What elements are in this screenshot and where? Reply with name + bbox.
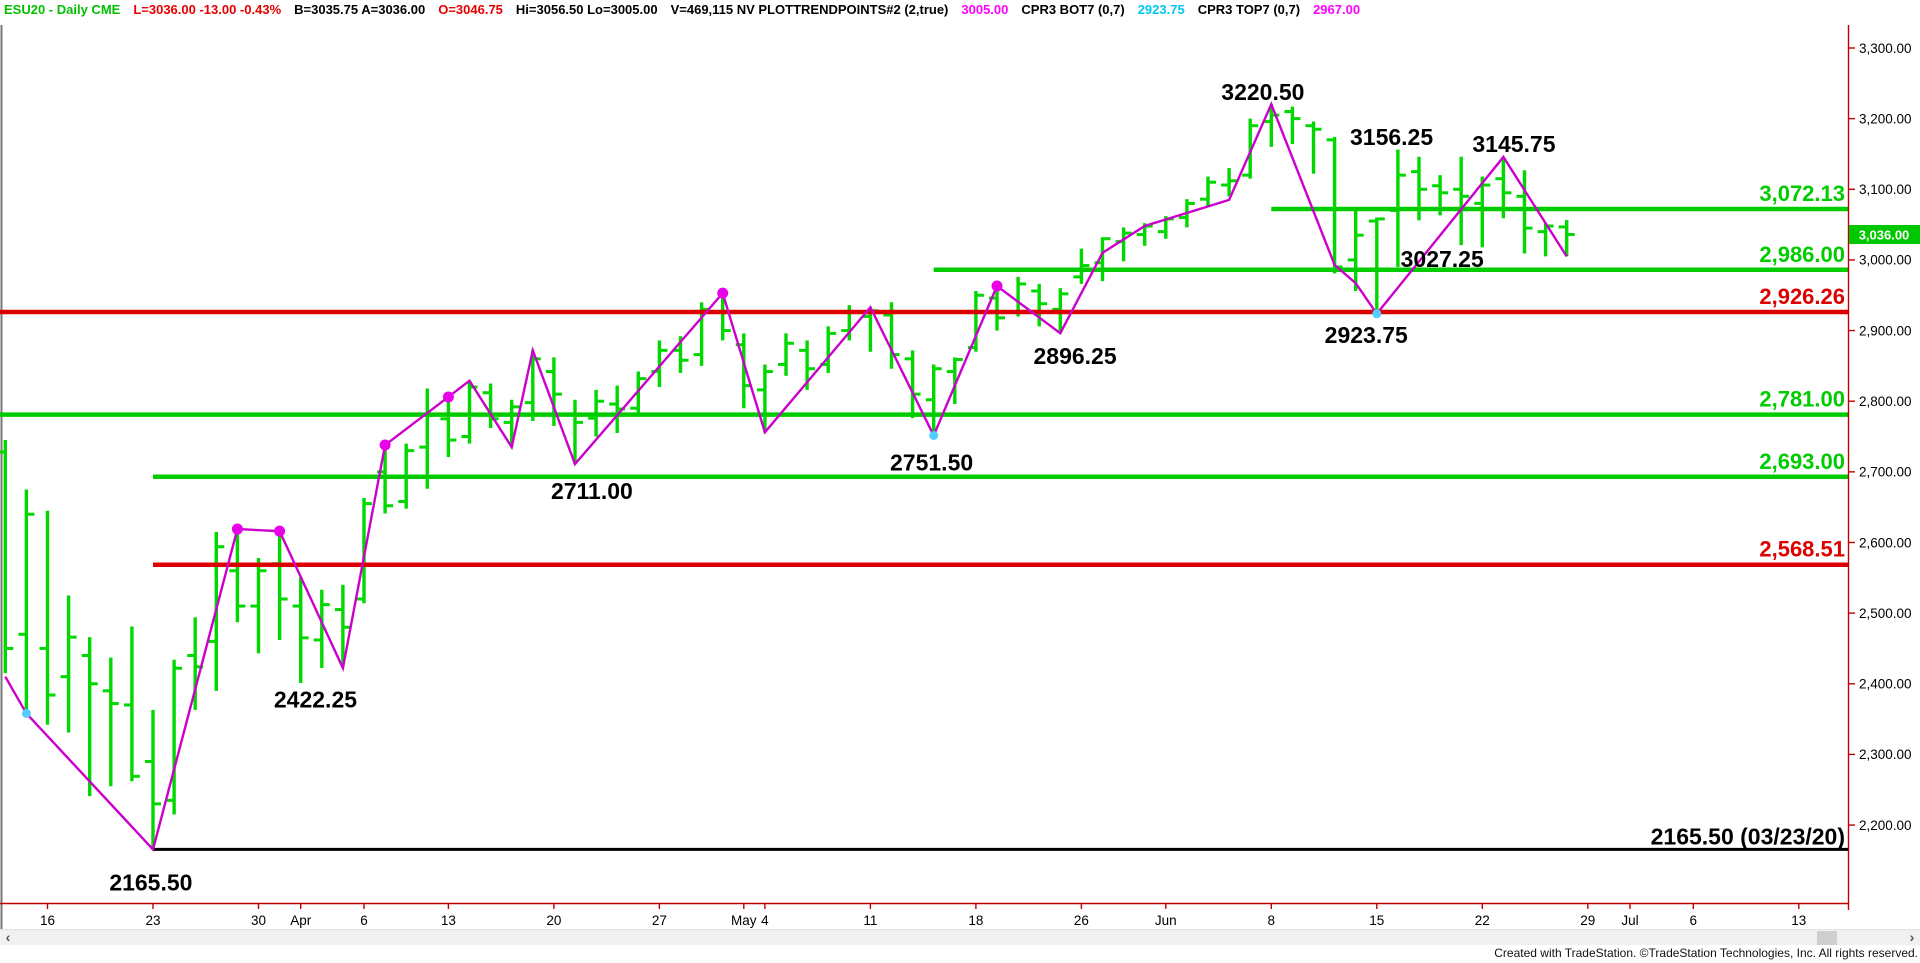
quote-cpr3-bot7-value: 2923.75 xyxy=(1137,2,1185,17)
y-axis-tick-label: 3,100.00 xyxy=(1859,182,1912,197)
scroll-left-arrow[interactable]: ‹ xyxy=(5,929,11,945)
quote-cpr3-top7-value: 2967.00 xyxy=(1313,2,1361,17)
trend-point-dots xyxy=(21,280,1382,718)
x-axis-tick-label: 13 xyxy=(1791,913,1806,928)
swing-label: 2165.50 xyxy=(109,869,192,895)
status-bar: Created with TradeStation. ©TradeStation… xyxy=(0,945,1918,963)
y-axis-tick-label: 2,500.00 xyxy=(1859,606,1912,621)
x-axis-tick-label: 18 xyxy=(968,913,983,928)
quote-bid-ask: B=3035.75 A=3036.00 xyxy=(294,2,426,17)
x-axis-tick-label: 13 xyxy=(441,913,456,928)
quote-open: O=3046.75 xyxy=(438,2,503,17)
x-axis-tick-label: May xyxy=(731,913,757,928)
quote-trendpoints-value: 3005.00 xyxy=(961,2,1009,17)
trend-dot-cyan xyxy=(21,708,31,718)
x-axis-tick-label: 11 xyxy=(863,913,877,928)
swing-label: 3156.25 xyxy=(1350,124,1433,150)
swing-label: 2711.00 xyxy=(551,478,633,504)
scrollbar-thumb[interactable] xyxy=(1817,931,1837,945)
x-axis-tick-label: 16 xyxy=(40,913,55,928)
swing-label: 3220.50 xyxy=(1221,79,1304,105)
copyright-text: Created with TradeStation. ©TradeStation… xyxy=(1494,946,1918,960)
y-axis-tick-label: 2,200.00 xyxy=(1859,818,1912,833)
swing-label: 2923.75 xyxy=(1325,322,1408,348)
y-axis-tick-label: 2,400.00 xyxy=(1859,677,1912,692)
level-label: 2165.50 (03/23/20) xyxy=(1651,823,1845,849)
y-axis-tick-label: 3,300.00 xyxy=(1859,41,1912,56)
y-axis-tick-label: 2,300.00 xyxy=(1859,747,1912,762)
x-axis-tick-label: 6 xyxy=(1690,913,1698,928)
swing-price-labels: 3220.50 3156.25 3145.75 3027.25 2923.75 2896.… xyxy=(109,79,1555,895)
swing-label: 3027.25 xyxy=(1401,246,1484,272)
x-axis-tick-label: 22 xyxy=(1475,913,1490,928)
x-axis-tick-label: 20 xyxy=(546,913,561,928)
x-axis-tick-label: Jun xyxy=(1155,913,1177,928)
y-axis-tick-label: 3,200.00 xyxy=(1859,111,1912,126)
quote-cpr3-top7: CPR3 TOP7 (0,7) xyxy=(1197,2,1301,17)
trend-dot-magenta xyxy=(379,439,391,451)
level-label: 2,986.00 xyxy=(1759,242,1845,267)
trend-dot-magenta xyxy=(442,391,454,403)
trend-dot-cyan xyxy=(1372,309,1382,319)
x-axis-tick-label: 6 xyxy=(360,913,368,928)
x-axis-tick-label: 29 xyxy=(1580,913,1595,928)
y-axis-tick-label: 2,800.00 xyxy=(1859,394,1912,409)
quote-volume-indicator: V=469,115 NV PLOTTRENDPOINTS#2 (2,true) xyxy=(670,2,949,17)
swing-label: 2896.25 xyxy=(1033,343,1116,369)
x-axis-tick-label: 26 xyxy=(1074,913,1089,928)
x-axis-tick-label: 8 xyxy=(1268,913,1276,928)
trend-dot-magenta xyxy=(231,523,243,535)
level-label: 2,568.51 xyxy=(1759,537,1845,562)
level-label: 2,926.26 xyxy=(1759,284,1845,309)
last-price-badge-value: 3,036.00 xyxy=(1859,227,1910,242)
swing-label: 2751.50 xyxy=(890,450,973,476)
x-axis-tick-label: Apr xyxy=(290,913,312,928)
quote-status-line: ESU20 - Daily CME L=3036.00 -13.00 -0.43%… xyxy=(4,2,1373,20)
trend-dot-magenta xyxy=(717,287,729,299)
y-axis[interactable]: 3,300.00 3,200.00 3,100.00 3,000.00 2,900.00… xyxy=(1847,25,1912,910)
x-axis-tick-label: 30 xyxy=(251,913,266,928)
trend-dot-magenta xyxy=(274,525,286,537)
swing-label: 2422.25 xyxy=(274,686,357,712)
last-price-badge-bg xyxy=(1849,224,1920,244)
quote-last-change: L=3036.00 -13.00 -0.43% xyxy=(133,2,282,17)
level-label: 3,072.13 xyxy=(1759,181,1845,206)
x-axis-tick-label: Jul xyxy=(1621,913,1638,928)
x-axis-tick-label: 23 xyxy=(145,913,160,928)
horizontal-scrollbar[interactable]: ‹ › xyxy=(0,929,1920,946)
y-axis-tick-label: 2,900.00 xyxy=(1859,323,1912,338)
support-resistance-levels: 3,072.13 2,986.00 2,926.26 2,781.00 2,693.00… xyxy=(0,181,1848,851)
quote-cpr3-bot7: CPR3 BOT7 (0,7) xyxy=(1021,2,1125,17)
level-label: 2,693.00 xyxy=(1759,449,1845,474)
x-axis[interactable]: 16 23 30 Apr 6 13 20 27 May 4 11 18 26 Jun 8 15 22 29 Jul 6… xyxy=(0,902,1849,928)
price-chart-canvas[interactable]: 3,072.13 2,986.00 2,926.26 2,781.00 2,693.00… xyxy=(0,0,1920,929)
y-axis-tick-label: 2,700.00 xyxy=(1859,465,1912,480)
x-axis-tick-label: 4 xyxy=(761,913,769,928)
x-axis-tick-label: 27 xyxy=(652,913,667,928)
trend-dot-cyan xyxy=(929,430,939,440)
scroll-right-arrow[interactable]: › xyxy=(1909,929,1915,945)
trend-dot-magenta xyxy=(991,280,1003,292)
swing-label: 3145.75 xyxy=(1472,131,1555,157)
quote-high-low: Hi=3056.50 Lo=3005.00 xyxy=(515,2,658,17)
trend-line xyxy=(4,101,1568,852)
level-label: 2,781.00 xyxy=(1759,387,1845,412)
last-price-badge: 3,036.00 xyxy=(1849,224,1920,244)
x-axis-tick-label: 15 xyxy=(1369,913,1384,928)
quote-symbol-description: ESU20 - Daily CME xyxy=(4,2,121,17)
y-axis-tick-label: 3,000.00 xyxy=(1859,253,1912,268)
y-axis-tick-label: 2,600.00 xyxy=(1859,535,1912,550)
